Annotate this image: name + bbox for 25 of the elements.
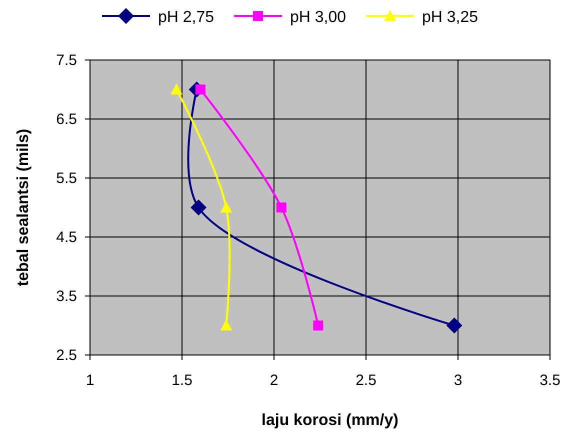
point [190, 200, 207, 216]
point [313, 320, 324, 330]
y-tick-label: 4.5 [56, 229, 77, 246]
legend-label: pH 2,75 [158, 9, 214, 26]
x-tick-label: 1.5 [172, 372, 192, 389]
x-tick-label: 2 [270, 372, 278, 389]
y-tick-label: 2.5 [56, 347, 77, 364]
point [446, 318, 462, 334]
point [220, 320, 232, 330]
legend-label: pH 3,00 [290, 9, 346, 26]
point [195, 84, 206, 94]
y-tick-label: 6.5 [56, 111, 77, 128]
point [220, 202, 232, 212]
y-tick-label: 3.5 [56, 288, 77, 305]
legend-label: pH 3,25 [422, 9, 478, 26]
y-tick-label: 5.5 [56, 170, 77, 187]
x-tick-label: 3 [454, 372, 462, 389]
x-tick-label: 1 [86, 372, 94, 389]
x-tick-label: 3.5 [540, 372, 560, 389]
x-axis-title: laju korosi (mm/y) [262, 412, 398, 429]
x-tick-label: 2.5 [356, 372, 376, 389]
point [276, 202, 286, 212]
y-axis-title: tebal sealantsi (mils) [15, 128, 32, 286]
point [170, 84, 182, 94]
y-tick-label: 7.5 [56, 52, 77, 69]
